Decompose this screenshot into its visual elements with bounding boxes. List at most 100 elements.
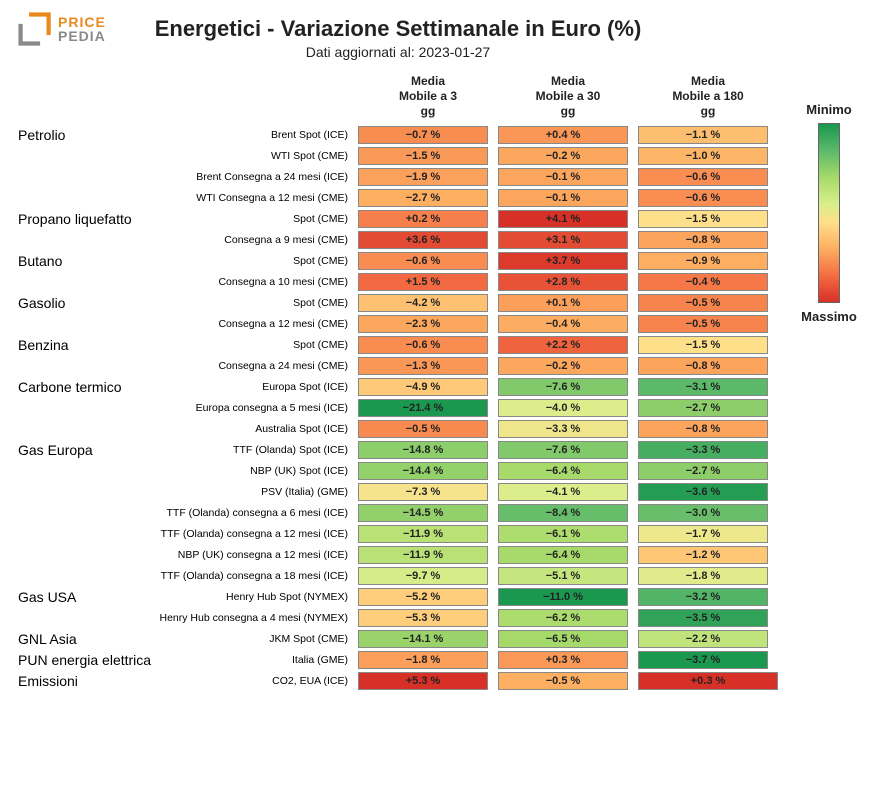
logo-text-bottom: PEDIA — [58, 29, 106, 43]
heatmap-table: MediaMobile a 3ggMediaMobile a 30ggMedia… — [18, 74, 778, 690]
heatmap-cell: −14.5 % — [358, 504, 488, 522]
heatmap-cell: −1.3 % — [358, 357, 488, 375]
row-label: Henry Hub Spot (NYMEX) — [158, 591, 358, 603]
heatmap-cell: −21.4 % — [358, 399, 488, 417]
row-label: Consegna a 9 mesi (CME) — [158, 234, 358, 246]
heatmap-cell: −1.5 % — [638, 210, 768, 228]
row-label: WTI Spot (CME) — [158, 150, 358, 162]
heatmap-cell: −3.6 % — [638, 483, 768, 501]
row-label: Italia (GME) — [158, 654, 358, 666]
heatmap-cell: −0.5 % — [358, 420, 488, 438]
heatmap-cell: −4.1 % — [498, 483, 628, 501]
heatmap-cell: +0.4 % — [498, 126, 628, 144]
heatmap-cell: −1.9 % — [358, 168, 488, 186]
heatmap-cell: −5.2 % — [358, 588, 488, 606]
heatmap-cell: −7.6 % — [498, 378, 628, 396]
heatmap-cell: −11.9 % — [358, 546, 488, 564]
row-label: TTF (Olanda) consegna a 12 mesi (ICE) — [158, 528, 358, 540]
heatmap-cell: −3.7 % — [638, 651, 768, 669]
heatmap-cell: −14.1 % — [358, 630, 488, 648]
heatmap-cell: −0.1 % — [498, 189, 628, 207]
row-label: Consegna a 10 mesi (CME) — [158, 276, 358, 288]
legend-min-label: Minimo — [796, 102, 862, 117]
category-label: Carbone termico — [18, 379, 158, 395]
heatmap-cell: −0.2 % — [498, 147, 628, 165]
category-label: Benzina — [18, 337, 158, 353]
category-label: Emissioni — [18, 673, 158, 689]
page-subtitle: Dati aggiornati al: 2023-01-27 — [18, 44, 778, 60]
heatmap-cell: +0.2 % — [358, 210, 488, 228]
heatmap-cell: −0.5 % — [638, 294, 768, 312]
category-label: Butano — [18, 253, 158, 269]
heatmap-cell: −3.5 % — [638, 609, 768, 627]
heatmap-cell: −0.8 % — [638, 231, 768, 249]
heatmap-cell: −3.3 % — [498, 420, 628, 438]
category-label: Gas Europa — [18, 442, 158, 458]
heatmap-cell: −1.7 % — [638, 525, 768, 543]
row-label: TTF (Olanda) consegna a 18 mesi (ICE) — [158, 570, 358, 582]
heatmap-cell: −0.8 % — [638, 357, 768, 375]
heatmap-cell: −6.4 % — [498, 462, 628, 480]
row-label: Europa consegna a 5 mesi (ICE) — [158, 402, 358, 414]
heatmap-cell: −5.3 % — [358, 609, 488, 627]
legend-gradient — [818, 123, 840, 303]
column-header: MediaMobile a 180gg — [638, 74, 778, 123]
heatmap-cell: −2.3 % — [358, 315, 488, 333]
heatmap-cell: −1.0 % — [638, 147, 768, 165]
heatmap-cell: −1.8 % — [638, 567, 768, 585]
heatmap-cell: +3.6 % — [358, 231, 488, 249]
row-label: Spot (CME) — [158, 297, 358, 309]
heatmap-cell: +2.8 % — [498, 273, 628, 291]
heatmap-cell: −0.5 % — [498, 672, 628, 690]
heatmap-cell: −0.1 % — [498, 168, 628, 186]
row-label: CO2, EUA (ICE) — [158, 675, 358, 687]
heatmap-cell: −2.7 % — [638, 462, 768, 480]
category-label: Gasolio — [18, 295, 158, 311]
heatmap-cell: −6.2 % — [498, 609, 628, 627]
heatmap-cell: +3.7 % — [498, 252, 628, 270]
color-legend: Minimo Massimo — [796, 12, 862, 690]
category-label: GNL Asia — [18, 631, 158, 647]
heatmap-cell: −1.8 % — [358, 651, 488, 669]
heatmap-cell: −9.7 % — [358, 567, 488, 585]
heatmap-cell: −1.1 % — [638, 126, 768, 144]
heatmap-cell: −7.3 % — [358, 483, 488, 501]
row-label: Henry Hub consegna a 4 mesi (NYMEX) — [158, 612, 358, 624]
heatmap-cell: −1.2 % — [638, 546, 768, 564]
heatmap-cell: −11.0 % — [498, 588, 628, 606]
main-panel: PRICE PEDIA Energetici - Variazione Sett… — [18, 12, 778, 690]
heatmap-cell: −7.6 % — [498, 441, 628, 459]
logo-text-top: PRICE — [58, 15, 106, 29]
row-label: NBP (UK) consegna a 12 mesi (ICE) — [158, 549, 358, 561]
category-label: Propano liquefatto — [18, 211, 158, 227]
heatmap-cell: −14.4 % — [358, 462, 488, 480]
heatmap-cell: +5.3 % — [358, 672, 488, 690]
logo-mark-icon — [18, 12, 52, 46]
heatmap-cell: +1.5 % — [358, 273, 488, 291]
heatmap-cell: −6.4 % — [498, 546, 628, 564]
heatmap-cell: −3.3 % — [638, 441, 768, 459]
page-root: PRICE PEDIA Energetici - Variazione Sett… — [18, 12, 862, 690]
heatmap-cell: −0.6 % — [358, 252, 488, 270]
category-label: PUN energia elettrica — [18, 652, 158, 668]
heatmap-cell: −1.5 % — [358, 147, 488, 165]
row-label: Brent Spot (ICE) — [158, 129, 358, 141]
category-label: Gas USA — [18, 589, 158, 605]
heatmap-cell: +0.1 % — [498, 294, 628, 312]
row-label: Europa Spot (ICE) — [158, 381, 358, 393]
heatmap-cell: −5.1 % — [498, 567, 628, 585]
heatmap-cell: −4.2 % — [358, 294, 488, 312]
heatmap-cell: −14.8 % — [358, 441, 488, 459]
heatmap-cell: −0.6 % — [638, 168, 768, 186]
row-label: TTF (Olanda) Spot (ICE) — [158, 444, 358, 456]
legend-max-label: Massimo — [796, 309, 862, 324]
heatmap-cell: +3.1 % — [498, 231, 628, 249]
row-label: Australia Spot (ICE) — [158, 423, 358, 435]
column-header: MediaMobile a 3gg — [358, 74, 498, 123]
row-label: NBP (UK) Spot (ICE) — [158, 465, 358, 477]
logo-text: PRICE PEDIA — [58, 15, 106, 43]
page-title: Energetici - Variazione Settimanale in E… — [18, 16, 778, 42]
row-label: TTF (Olanda) consegna a 6 mesi (ICE) — [158, 507, 358, 519]
heatmap-cell: −3.1 % — [638, 378, 768, 396]
row-label: WTI Consegna a 12 mesi (CME) — [158, 192, 358, 204]
